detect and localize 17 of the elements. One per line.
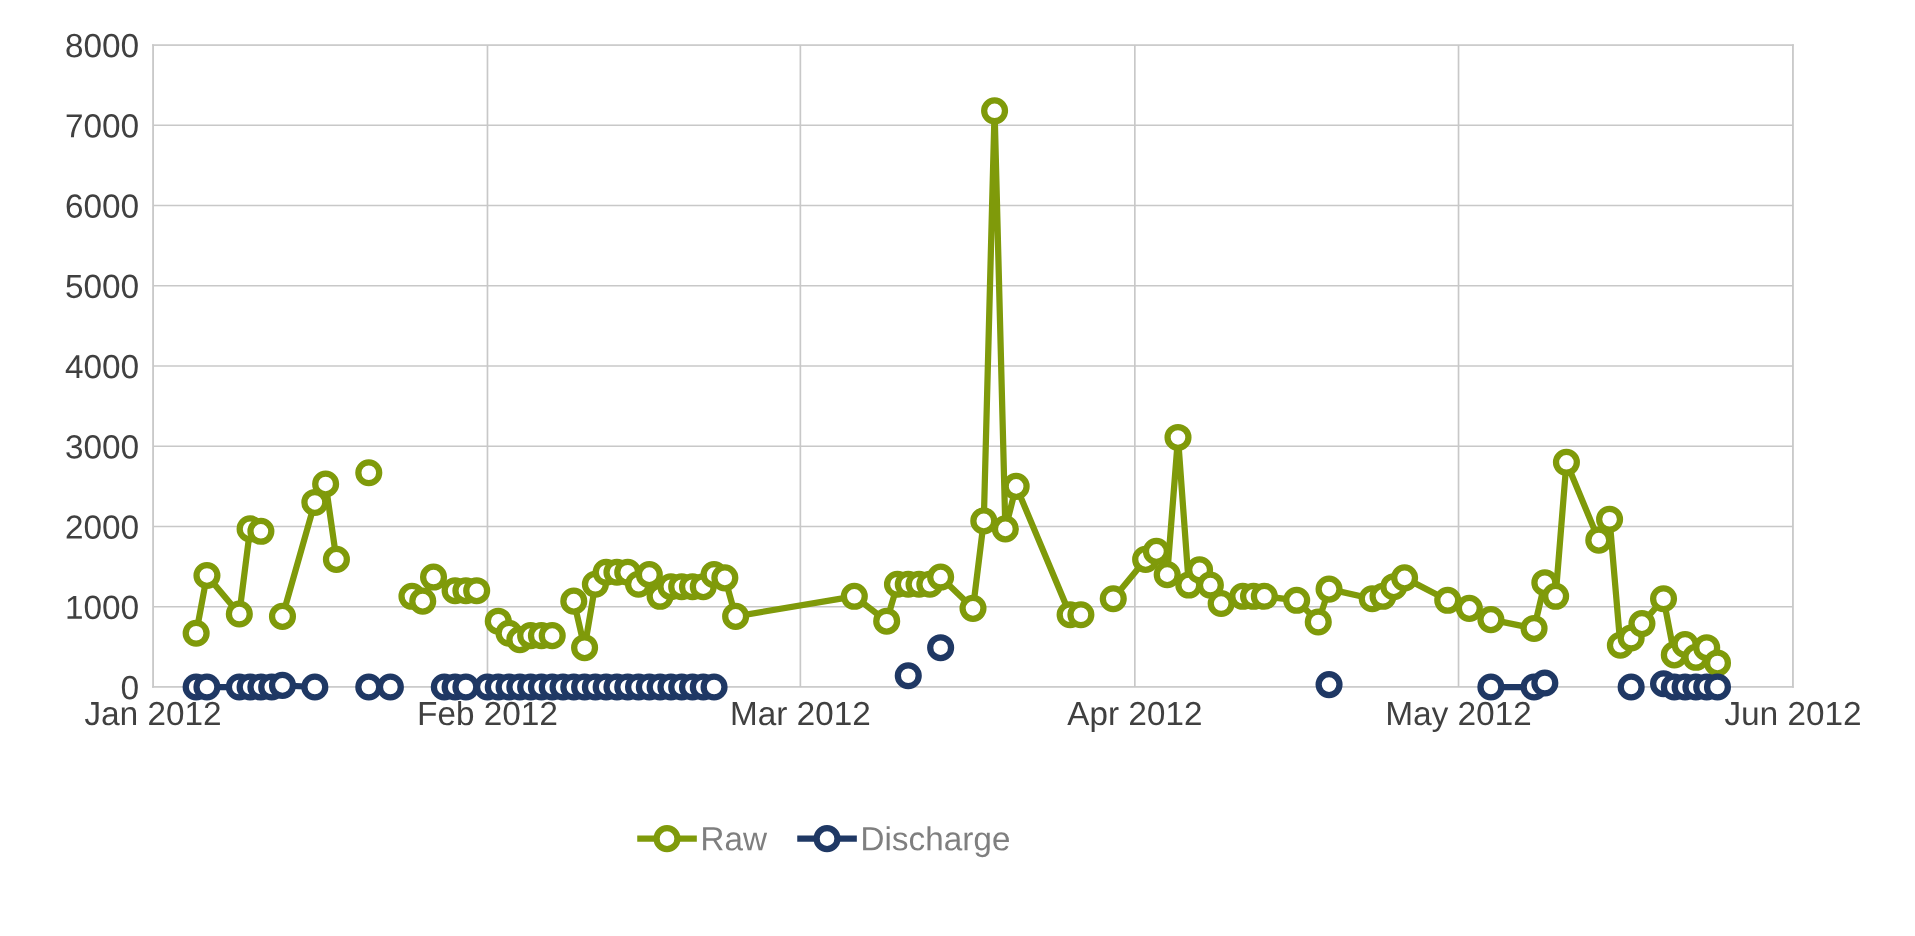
x-tick-label: Apr 2012 [1067,701,1201,732]
y-tick-label: 1000 [67,595,138,620]
y-tick-label: 7000 [66,114,138,138]
y-tick-label: 3000 [66,435,138,459]
legend-label: Raw [703,827,768,851]
y-tick-label: 6000 [66,194,138,218]
y-tick-label: 5000 [66,274,138,299]
y-tick-label: 0 [121,675,138,700]
x-tick-label: Feb 2012 [419,700,557,726]
x-tick-label: May 2012 [1388,701,1531,732]
y-tick-label: 8000 [66,33,138,58]
legend-label: Discharge [863,826,1009,858]
y-tick-label: 2000 [66,515,138,539]
x-tick-label: Mar 2012 [732,701,870,726]
y-tick-label: 4000 [65,354,138,379]
x-tick-label: Jan 2012 [84,701,220,726]
x-tick-label: Jun 2012 [1724,701,1860,726]
